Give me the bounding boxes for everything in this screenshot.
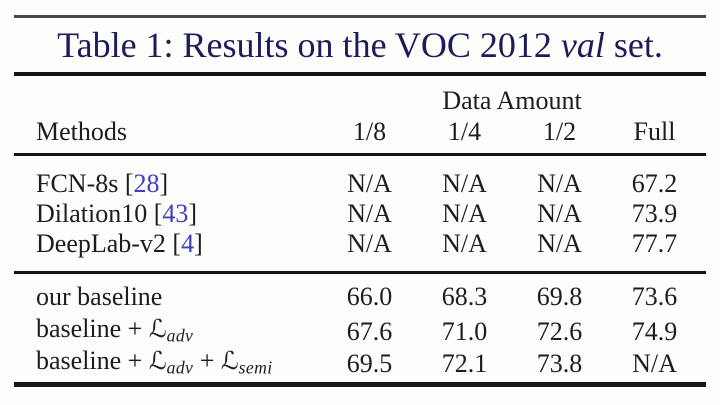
table-row: Dilation10 [43] N/A N/A N/A 73.9: [14, 199, 706, 229]
value-cell: 69.5: [346, 349, 393, 379]
table-toprule: [14, 72, 706, 76]
method-cell: baseline + ℒadv + ℒsemi: [14, 345, 322, 383]
caption-text-before: Table 1: Results on the VOC 2012: [57, 25, 561, 65]
method-cell: DeepLab-v2 [4]: [14, 229, 322, 259]
table-row: DeepLab-v2 [4] N/A N/A N/A 77.7: [14, 229, 706, 259]
method-cell: baseline + ℒadv: [14, 313, 322, 351]
method-cell: FCN-8s [28]: [14, 169, 322, 199]
table-figure: Table 1: Results on the VOC 2012 val set…: [14, 0, 706, 387]
loss-semi-subscript: semi: [238, 357, 273, 378]
method-cell: our baseline: [14, 281, 322, 313]
value-cell: N/A: [632, 349, 677, 379]
loss-adv-subscript: adv: [166, 325, 194, 346]
plus-joiner: +: [193, 346, 221, 375]
loss-adv-symbol: ℒ: [148, 314, 167, 343]
citation-link[interactable]: 4: [181, 229, 195, 258]
table-midrule-2: [14, 271, 706, 274]
method-name: Dilation10 [: [36, 199, 163, 228]
loss-adv-symbol: ℒ: [148, 346, 167, 375]
citation-link[interactable]: 43: [162, 199, 189, 228]
citation-bracket: ]: [194, 229, 203, 258]
column-header-1-8: 1/8: [352, 117, 387, 146]
method-name: baseline +: [36, 314, 149, 343]
table-row: baseline + ℒadv 67.6 71.0 72.6 74.9: [14, 313, 706, 347]
value-cell: N/A: [347, 169, 392, 198]
value-cell: 67.2: [631, 169, 678, 198]
value-cell: 68.3: [441, 282, 488, 311]
method-cell: Dilation10 [43]: [14, 199, 322, 229]
table-caption: Table 1: Results on the VOC 2012 val set…: [14, 18, 706, 72]
loss-adv-subscript: adv: [166, 357, 194, 378]
method-name: FCN-8s [: [36, 169, 134, 198]
value-cell: N/A: [537, 199, 582, 228]
value-cell: 73.8: [536, 349, 583, 379]
method-name: DeepLab-v2 [: [36, 229, 182, 258]
value-cell: 73.6: [631, 282, 678, 311]
citation-link[interactable]: 28: [133, 169, 160, 198]
value-cell: 67.6: [346, 317, 393, 347]
value-cell: N/A: [347, 199, 392, 228]
value-cell: 77.7: [631, 229, 678, 258]
value-cell: 73.9: [631, 199, 678, 228]
column-header-methods: Methods: [36, 117, 127, 146]
column-header-1-2: 1/2: [542, 117, 577, 146]
table-header: Data Amount Methods 1/8 1/4 1/2 Full: [14, 76, 706, 153]
value-cell: 72.6: [536, 317, 583, 347]
citation-bracket: ]: [188, 199, 198, 228]
method-name: baseline +: [36, 346, 149, 375]
table-midrule-1: [14, 153, 706, 156]
table-bottomrule: [14, 382, 706, 387]
column-header-1-4: 1/4: [447, 117, 482, 146]
ours-section: our baseline 66.0 68.3 69.8 73.6 baselin…: [14, 274, 706, 382]
table-top-rule: [14, 15, 706, 18]
table-row: our baseline 66.0 68.3 69.8 73.6: [14, 281, 706, 313]
value-cell: 72.1: [441, 349, 488, 379]
value-cell: N/A: [537, 229, 582, 258]
value-cell: 74.9: [631, 317, 678, 347]
value-cell: 69.8: [536, 282, 583, 311]
citation-bracket: ]: [159, 169, 169, 198]
prior-work-section: FCN-8s [28] N/A N/A N/A 67.2 Dilation10 …: [14, 156, 706, 271]
group-header-row: Data Amount: [14, 86, 706, 116]
column-header-row: Methods 1/8 1/4 1/2 Full: [14, 116, 706, 148]
table-row: FCN-8s [28] N/A N/A N/A 67.2: [14, 169, 706, 199]
value-cell: N/A: [442, 199, 487, 228]
value-cell: N/A: [537, 169, 582, 198]
value-cell: N/A: [347, 229, 392, 258]
column-header-full: Full: [633, 117, 676, 146]
group-header-data-amount: Data Amount: [442, 86, 582, 115]
value-cell: N/A: [442, 169, 487, 198]
value-cell: 71.0: [441, 317, 488, 347]
table-row: baseline + ℒadv + ℒsemi 69.5 72.1 73.8 N…: [14, 345, 706, 379]
method-name: our baseline: [36, 282, 163, 311]
loss-semi-symbol: ℒ: [220, 346, 239, 375]
caption-text-after: set.: [604, 25, 663, 65]
value-cell: N/A: [442, 229, 487, 258]
caption-emphasis-val: val: [560, 25, 605, 65]
value-cell: 66.0: [346, 282, 393, 311]
